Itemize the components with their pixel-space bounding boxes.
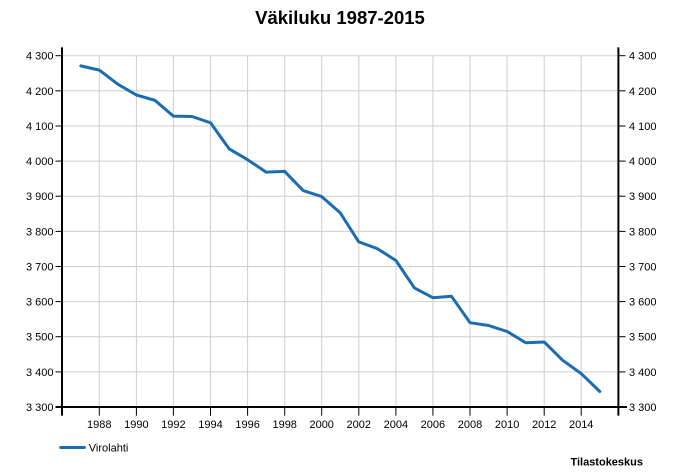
svg-text:Virolahti: Virolahti [89, 443, 129, 455]
svg-text:2010: 2010 [495, 419, 519, 431]
svg-text:4 100: 4 100 [629, 121, 657, 133]
svg-text:2014: 2014 [569, 419, 593, 431]
svg-text:4 000: 4 000 [629, 156, 657, 168]
svg-text:1990: 1990 [124, 419, 148, 431]
svg-text:1992: 1992 [161, 419, 185, 431]
svg-text:1998: 1998 [272, 419, 296, 431]
svg-text:3 700: 3 700 [629, 262, 657, 274]
svg-text:4 200: 4 200 [26, 86, 54, 98]
svg-text:2008: 2008 [458, 419, 482, 431]
svg-text:3 900: 3 900 [26, 191, 54, 203]
svg-text:4 100: 4 100 [26, 121, 54, 133]
svg-text:4 300: 4 300 [629, 51, 657, 63]
svg-text:2000: 2000 [309, 419, 333, 431]
svg-text:1994: 1994 [198, 419, 222, 431]
svg-text:Tilastokeskus: Tilastokeskus [570, 457, 643, 469]
svg-text:3 500: 3 500 [629, 332, 657, 344]
svg-text:1996: 1996 [235, 419, 259, 431]
svg-text:4 300: 4 300 [26, 51, 54, 63]
svg-text:3 500: 3 500 [26, 332, 54, 344]
svg-text:3 400: 3 400 [26, 367, 54, 379]
svg-text:4 200: 4 200 [629, 86, 657, 98]
svg-text:3 800: 3 800 [629, 226, 657, 238]
svg-text:2012: 2012 [532, 419, 556, 431]
svg-text:Väkiluku 1987-2015: Väkiluku 1987-2015 [255, 7, 425, 28]
svg-text:4 000: 4 000 [26, 156, 54, 168]
svg-text:3 600: 3 600 [26, 297, 54, 309]
svg-text:3 400: 3 400 [629, 367, 657, 379]
svg-text:3 800: 3 800 [26, 226, 54, 238]
svg-text:3 900: 3 900 [629, 191, 657, 203]
svg-text:3 300: 3 300 [629, 402, 657, 414]
svg-text:3 700: 3 700 [26, 262, 54, 274]
svg-text:3 600: 3 600 [629, 297, 657, 309]
svg-text:2004: 2004 [384, 419, 408, 431]
svg-text:2002: 2002 [347, 419, 371, 431]
svg-text:2006: 2006 [421, 419, 445, 431]
svg-text:3 300: 3 300 [26, 402, 54, 414]
svg-text:1988: 1988 [87, 419, 111, 431]
